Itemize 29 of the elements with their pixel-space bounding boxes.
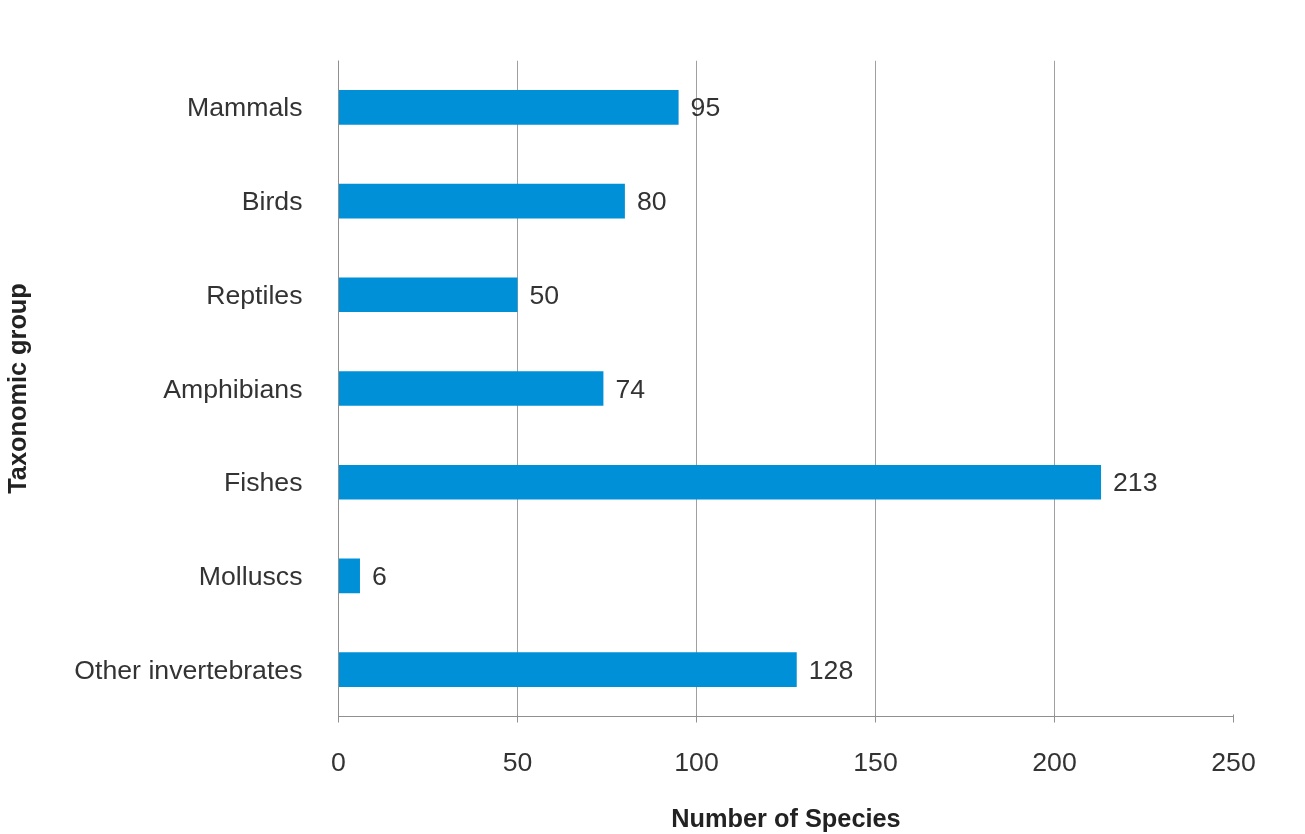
bar (338, 371, 604, 406)
data-label: 95 (690, 92, 721, 123)
y-tick-label: Molluscs (198, 560, 303, 591)
bar (338, 464, 1102, 500)
y-tick-label: Reptiles (206, 279, 303, 310)
x-tick-label: 100 (674, 746, 719, 777)
x-tick-label: 50 (502, 746, 533, 777)
x-tick-label: 200 (1032, 746, 1077, 777)
data-label: 80 (636, 186, 667, 217)
y-axis-title: Taxonomic group (3, 283, 32, 494)
y-tick-label: Mammals (186, 92, 303, 123)
bar (338, 90, 679, 125)
bar (338, 277, 518, 313)
y-tick-label: Birds (241, 186, 303, 217)
data-label: 74 (615, 373, 646, 404)
bar (338, 652, 797, 687)
x-axis-title: Number of Species (671, 803, 901, 832)
x-tick-label: 150 (853, 746, 898, 777)
bar (338, 183, 625, 219)
data-label: 6 (371, 560, 387, 591)
y-tick-label: Amphibians (163, 373, 303, 404)
data-label: 50 (529, 279, 560, 310)
y-tick-label: Other invertebrates (74, 654, 303, 685)
x-tick-label: 0 (331, 746, 346, 777)
bar (338, 558, 360, 594)
data-label: 213 (1113, 467, 1158, 498)
data-label: 128 (808, 654, 854, 685)
x-tick-label: 250 (1211, 746, 1256, 777)
y-tick-label: Fishes (223, 467, 303, 498)
